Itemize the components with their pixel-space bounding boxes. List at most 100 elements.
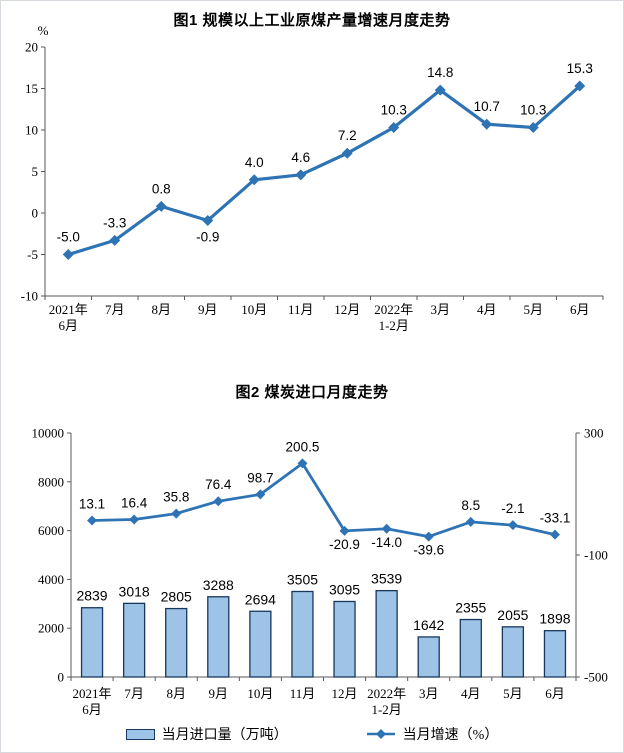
x-axis-label: 11月 [290, 686, 316, 701]
data-point-label: -3.3 [103, 215, 126, 230]
x-axis-label: 8月 [151, 302, 171, 317]
x-axis-label: 6月 [570, 302, 590, 317]
figure2-legend: 当月进口量（万吨） 当月增速（%） [1, 724, 623, 744]
bar-value-label: 3018 [119, 583, 150, 599]
data-point-label: -2.1 [501, 501, 524, 516]
legend-label-growth-rate: 当月增速（%） [402, 728, 499, 743]
import-volume-bar [80, 607, 104, 678]
x-axis-label: 3月 [419, 686, 439, 701]
data-point-label: 76.4 [205, 477, 232, 492]
x-axis-label: 2022年 [367, 686, 406, 701]
x-axis-label: 6月 [58, 318, 78, 333]
data-point-marker [507, 520, 518, 531]
x-axis-label: 1-2月 [379, 318, 409, 333]
growth-rate-line [66, 84, 582, 257]
import-volume-bar [333, 600, 356, 678]
data-point-label: -33.1 [540, 511, 571, 526]
y-axis-tick-label: 0 [32, 206, 39, 221]
left-axis-tick-label: 4000 [38, 572, 64, 587]
bar-value-label: 2839 [76, 588, 107, 604]
data-point-label: 16.4 [121, 495, 148, 510]
data-point-label: 15.3 [567, 61, 593, 76]
import-volume-bar [207, 596, 230, 678]
data-point-marker [171, 508, 182, 519]
data-point-marker [423, 531, 434, 542]
import-volume-bar [165, 607, 188, 678]
growth-rate-line [90, 461, 557, 538]
x-axis-label: 6月 [82, 702, 102, 717]
left-axis-tick-label: 10000 [32, 426, 65, 441]
x-axis-label: 2021年 [49, 302, 88, 317]
x-axis-label: 10月 [241, 302, 267, 317]
data-point-label: 8.5 [461, 498, 480, 513]
import-volume-bar [122, 602, 146, 678]
y-axis-unit-label: % [38, 23, 49, 38]
data-point-label: -39.6 [413, 543, 444, 558]
bar-value-label: 3505 [287, 571, 318, 587]
x-axis-label: 1-2月 [371, 702, 401, 717]
data-point-marker [481, 118, 493, 130]
data-point-label: 0.8 [152, 181, 171, 196]
data-point-marker [87, 515, 98, 526]
bar-value-label: 1642 [413, 617, 444, 633]
right-axis-tick-label: 300 [584, 426, 604, 441]
bar-value-label: 2694 [245, 591, 276, 607]
data-point-marker [381, 523, 392, 534]
data-point-marker [574, 80, 586, 92]
data-point-marker [527, 122, 539, 134]
line-series-swatch-icon [366, 729, 395, 739]
x-axis-label: 7月 [105, 302, 125, 317]
data-point-label: -14.0 [371, 535, 402, 550]
x-axis-label: 7月 [124, 686, 144, 701]
right-axis-tick-label: -500 [584, 670, 608, 685]
data-point-label: 10.3 [381, 103, 407, 118]
bar-value-label: 2805 [161, 589, 192, 605]
left-axis-tick-label: 2000 [38, 621, 64, 636]
bar-value-label: 3288 [203, 577, 234, 593]
bar-series-swatch-icon [125, 728, 155, 740]
y-axis-tick-label: -5 [27, 247, 38, 262]
left-axis-tick-label: 6000 [38, 523, 64, 538]
data-point-label: 14.8 [427, 65, 453, 80]
x-axis-label: 4月 [477, 302, 497, 317]
x-axis-label: 9月 [198, 302, 218, 317]
data-point-marker [465, 516, 476, 527]
data-point-label: -5.0 [57, 230, 80, 245]
x-axis-label: 3月 [430, 302, 450, 317]
data-point-marker [388, 122, 400, 134]
data-point-label: 7.2 [338, 128, 357, 143]
legend-item-import-volume: 当月进口量（万吨） [125, 724, 288, 744]
data-point-label: 98.7 [247, 470, 273, 485]
bar-value-label: 1898 [539, 611, 570, 627]
y-axis-tick-label: 10 [25, 123, 38, 138]
data-point-marker [129, 514, 140, 525]
x-axis-label: 2022年 [374, 302, 413, 317]
data-point-label: 13.1 [79, 497, 105, 512]
import-volume-bar [543, 630, 567, 678]
x-axis-label: 4月 [461, 686, 481, 701]
y-axis-tick-label: -10 [21, 289, 38, 304]
legend-item-growth-rate: 当月增速（%） [366, 724, 499, 744]
data-point-label: 35.8 [163, 490, 189, 505]
import-volume-bar [417, 636, 440, 678]
x-axis-label: 2021年 [73, 686, 112, 701]
x-axis-label: 11月 [288, 302, 314, 317]
data-point-label: -20.9 [329, 537, 360, 552]
x-axis-label: 12月 [334, 302, 360, 317]
data-point-marker [213, 496, 224, 507]
x-axis-label: 6月 [545, 686, 565, 701]
data-point-marker [62, 249, 74, 260]
data-point-label: -0.9 [196, 229, 219, 244]
figure1-title: 图1 规模以上工业原煤产量增速月度走势 [173, 12, 451, 29]
left-axis-tick-label: 8000 [38, 474, 64, 489]
data-point-marker [339, 525, 350, 536]
data-point-marker [295, 169, 307, 181]
data-point-label: 10.7 [474, 99, 500, 114]
bar-value-label: 3095 [329, 581, 360, 597]
data-point-marker [255, 489, 266, 500]
x-axis-label: 12月 [332, 686, 358, 701]
import-volume-bar [249, 610, 272, 678]
x-axis-label: 5月 [523, 302, 543, 317]
